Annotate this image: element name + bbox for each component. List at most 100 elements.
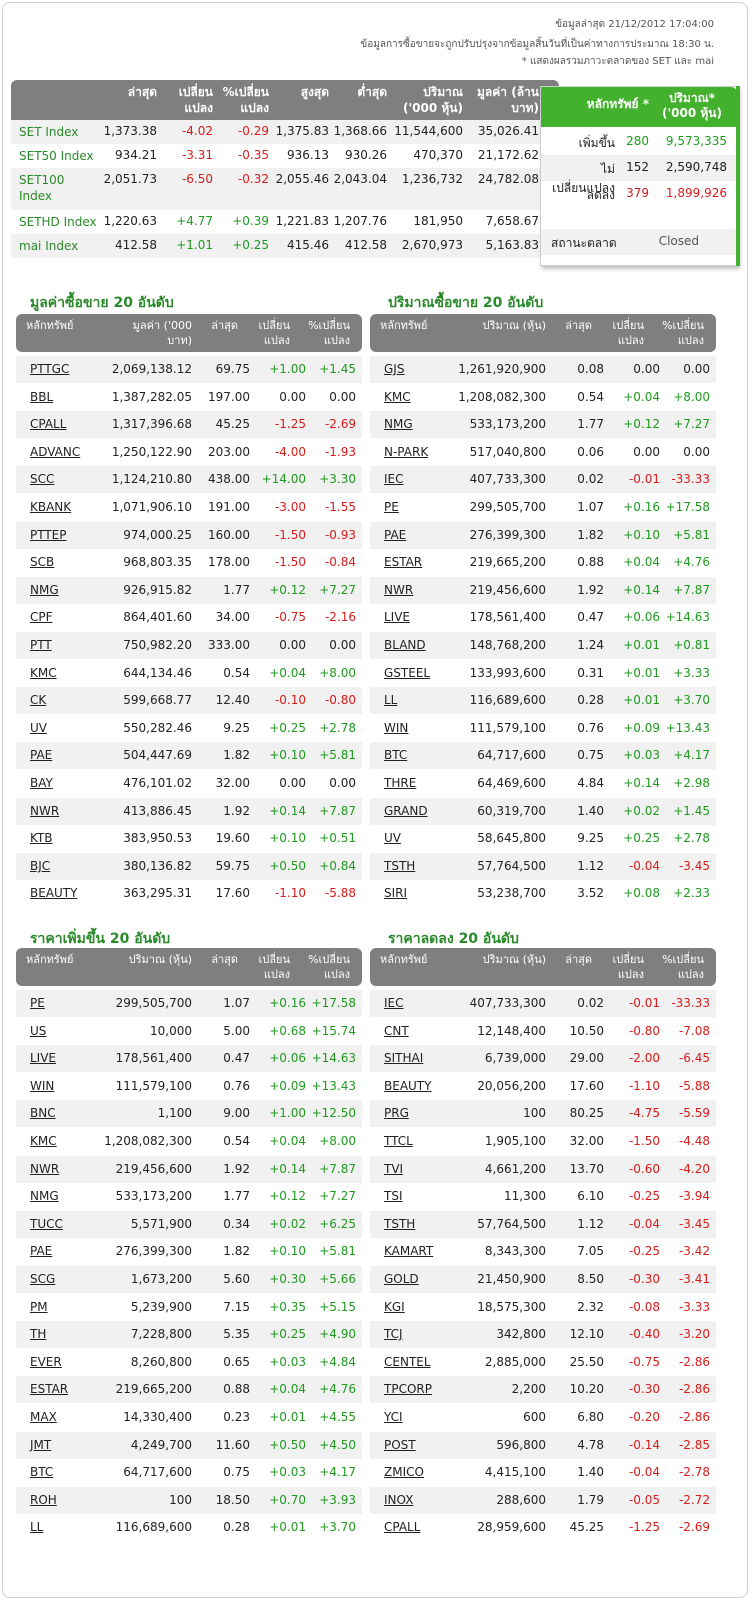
symbol-link[interactable]: BEAUTY	[30, 886, 78, 901]
symbol-link[interactable]: N-PARK	[384, 444, 429, 459]
symbol-link[interactable]: PE	[384, 500, 399, 514]
symbol-link[interactable]: PTTEP	[30, 527, 67, 542]
symbol-link[interactable]: SCC	[30, 472, 55, 487]
symbol-link[interactable]: YCI	[384, 1410, 403, 1424]
symbol-link[interactable]: TSTH	[384, 858, 416, 873]
index-name[interactable]: mai Index	[19, 239, 79, 253]
symbol-link[interactable]: SCG	[30, 1272, 56, 1286]
index-row[interactable]: SETHD Index 1,220.63 +4.77 +0.39 1,221.83 1,2…	[11, 210, 559, 234]
symbol-link[interactable]: LL	[384, 693, 398, 708]
index-row[interactable]: SET50 Index 934.21 -3.31 -0.35 936.13 930.26 4…	[11, 144, 559, 168]
symbol-link[interactable]: KMC	[30, 1134, 57, 1148]
top-losers-row: TPCORP 2,200 10.20 -0.30 -2.86	[370, 1376, 716, 1404]
symbol-link[interactable]: NMG	[30, 582, 59, 597]
symbol-link[interactable]: EVER	[30, 1354, 62, 1369]
symbol-link[interactable]: KMC	[384, 389, 411, 404]
symbol-link[interactable]: ZMICO	[384, 1465, 424, 1480]
index-name[interactable]: SET100 Index	[19, 173, 65, 203]
symbol-link[interactable]: SIRI	[384, 886, 408, 901]
symbol-link[interactable]: PTTGC	[30, 362, 70, 376]
symbol-link[interactable]: CENTEL	[384, 1354, 431, 1369]
symbol-link[interactable]: BBL	[30, 389, 54, 404]
index-row[interactable]: SET Index 1,373.38 -4.02 -0.29 1,375.83 1,368…	[11, 120, 559, 144]
symbol-link[interactable]: TCJ	[384, 1327, 403, 1342]
symbol-link[interactable]: NWR	[30, 1161, 60, 1176]
top-volume-cell: +13.43	[665, 720, 710, 735]
symbol-link[interactable]: PAE	[30, 748, 53, 763]
index-row[interactable]: mai Index 412.58 +1.01 +0.25 415.46 412.58 2,6…	[11, 234, 559, 258]
index-row[interactable]: SET100 Index 2,051.73 -6.50 -0.32 2,055.46 2,…	[11, 168, 559, 210]
symbol-link[interactable]: CPALL	[30, 417, 67, 432]
symbol-link[interactable]: POST	[384, 1437, 416, 1452]
symbol-link[interactable]: BAY	[30, 776, 53, 790]
symbol-link[interactable]: ESTAR	[384, 555, 423, 570]
symbol-link[interactable]: JMT	[30, 1437, 52, 1452]
symbol-link[interactable]: LIVE	[384, 610, 411, 625]
symbol-link[interactable]: KTB	[30, 831, 53, 846]
symbol-link[interactable]: ROH	[30, 1492, 57, 1507]
symbol-link[interactable]: GOLD	[384, 1272, 419, 1286]
symbol-link[interactable]: ADVANC	[30, 444, 81, 459]
top-gainers-cell: +15.74	[311, 1023, 356, 1038]
symbol-link[interactable]: WIN	[30, 1078, 55, 1093]
symbol-link[interactable]: IEC	[384, 996, 404, 1010]
symbol-link[interactable]: BJC	[30, 858, 51, 873]
symbol-link[interactable]: TVI	[384, 1161, 404, 1176]
symbol-link[interactable]: BTC	[384, 748, 408, 763]
symbol-link[interactable]: PRG	[384, 1106, 409, 1121]
symbol-link[interactable]: PAE	[384, 527, 407, 542]
symbol-link[interactable]: KAMART	[384, 1244, 434, 1259]
symbol-link[interactable]: IEC	[384, 472, 404, 487]
top-gainers-cell: 0.34	[223, 1216, 250, 1231]
symbol-link[interactable]: US	[30, 1023, 47, 1038]
top-losers-cell: 10.20	[569, 1382, 604, 1397]
symbol-link[interactable]: CPF	[30, 610, 53, 625]
symbol-link[interactable]: WIN	[384, 720, 409, 735]
breadth-label: ลดลง	[586, 188, 615, 202]
breadth-label: ไม่เปลี่ยนแปลง	[552, 162, 615, 195]
symbol-link[interactable]: KMC	[30, 665, 57, 680]
symbol-link[interactable]: NMG	[30, 1189, 59, 1204]
symbol-link[interactable]: SCB	[30, 555, 55, 570]
symbol-link[interactable]: NWR	[384, 582, 414, 597]
symbol-link[interactable]: PTT	[30, 638, 52, 652]
symbol-link[interactable]: TSI	[384, 1189, 403, 1204]
symbol-link[interactable]: BNC	[30, 1106, 56, 1121]
symbol-link[interactable]: GSTEEL	[384, 665, 431, 680]
symbol-link[interactable]: TPCORP	[384, 1382, 432, 1397]
symbol-link[interactable]: TH	[30, 1327, 47, 1342]
symbol-link[interactable]: CNT	[384, 1023, 409, 1038]
symbol-link[interactable]: PE	[30, 996, 45, 1010]
symbol-link[interactable]: NMG	[384, 417, 413, 432]
index-name[interactable]: SET50 Index	[19, 149, 94, 163]
symbol-link[interactable]: GJS	[384, 362, 405, 376]
symbol-link[interactable]: INOX	[384, 1492, 414, 1507]
symbol-link[interactable]: TTCL	[384, 1134, 413, 1148]
symbol-link[interactable]: GRAND	[384, 803, 428, 818]
top-value-cell: 0.00	[329, 638, 356, 652]
top-gainers-cell: +5.15	[319, 1299, 356, 1314]
symbol-link[interactable]: PAE	[30, 1244, 53, 1259]
symbol-link[interactable]: KGI	[384, 1299, 405, 1314]
symbol-link[interactable]: SITHAI	[384, 1051, 424, 1066]
symbol-link[interactable]: THRE	[384, 776, 417, 790]
symbol-link[interactable]: PM	[30, 1299, 48, 1314]
symbol-link[interactable]: UV	[30, 720, 47, 735]
symbol-link[interactable]: MAX	[30, 1410, 57, 1424]
index-name[interactable]: SETHD Index	[19, 215, 97, 229]
top-gainers-cell: 7,228,800	[130, 1327, 192, 1342]
symbol-link[interactable]: LIVE	[30, 1051, 57, 1066]
symbol-link[interactable]: BLAND	[384, 638, 426, 652]
symbol-link[interactable]: NWR	[30, 803, 60, 818]
symbol-link[interactable]: BTC	[30, 1465, 54, 1480]
symbol-link[interactable]: KBANK	[30, 500, 72, 514]
symbol-link[interactable]: BEAUTY	[384, 1078, 432, 1093]
symbol-link[interactable]: TUCC	[30, 1216, 63, 1231]
symbol-link[interactable]: CK	[30, 693, 47, 708]
index-name[interactable]: SET Index	[19, 125, 79, 139]
symbol-link[interactable]: TSTH	[384, 1216, 416, 1231]
symbol-link[interactable]: CPALL	[384, 1520, 421, 1535]
symbol-link[interactable]: LL	[30, 1520, 44, 1535]
symbol-link[interactable]: UV	[384, 831, 401, 846]
symbol-link[interactable]: ESTAR	[30, 1382, 69, 1397]
